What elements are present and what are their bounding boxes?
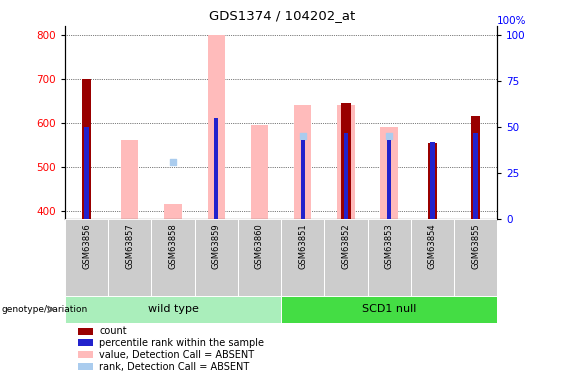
Text: GDS1374 / 104202_at: GDS1374 / 104202_at (210, 9, 355, 22)
Bar (164, 204, 182, 219)
Bar (430, 142, 434, 219)
Bar (473, 133, 478, 219)
Point (168, 159, 177, 165)
Bar (281, 296, 497, 322)
Text: wild type: wild type (147, 304, 198, 314)
Text: GSM63857: GSM63857 (125, 223, 134, 269)
Text: GSM63855: GSM63855 (471, 223, 480, 269)
Bar (82, 79, 92, 219)
Bar (344, 133, 348, 219)
Bar (251, 125, 268, 219)
Bar (301, 140, 305, 219)
Bar (79, 339, 93, 346)
Bar (151, 219, 194, 296)
Text: GSM63859: GSM63859 (212, 223, 221, 269)
Bar (341, 103, 351, 219)
Bar (79, 363, 93, 370)
Bar (337, 105, 355, 219)
Text: percentile rank within the sample: percentile rank within the sample (99, 338, 264, 348)
Point (298, 133, 307, 139)
Text: GSM63853: GSM63853 (385, 223, 394, 269)
Text: 100%: 100% (497, 16, 527, 26)
Bar (194, 219, 238, 296)
Bar (411, 219, 454, 296)
Bar (380, 127, 398, 219)
Bar (84, 128, 89, 219)
Bar (238, 219, 281, 296)
Bar (387, 140, 392, 219)
Text: count: count (99, 326, 127, 336)
Bar (214, 118, 219, 219)
Text: GSM63858: GSM63858 (168, 223, 177, 269)
Text: GSM63860: GSM63860 (255, 223, 264, 269)
Bar (65, 219, 108, 296)
Bar (207, 35, 225, 219)
Bar (428, 142, 437, 219)
Text: SCD1 null: SCD1 null (362, 304, 416, 314)
Bar (471, 116, 480, 219)
Text: GSM63851: GSM63851 (298, 223, 307, 269)
Bar (65, 296, 281, 322)
Bar (79, 328, 93, 334)
Bar (368, 219, 411, 296)
Text: GSM63854: GSM63854 (428, 223, 437, 269)
Text: genotype/variation: genotype/variation (1, 305, 88, 314)
Bar (294, 105, 311, 219)
Bar (79, 351, 93, 358)
Bar (324, 219, 368, 296)
Bar (108, 219, 151, 296)
Bar (121, 140, 138, 219)
Point (385, 133, 394, 139)
Bar (454, 219, 497, 296)
Text: GSM63856: GSM63856 (82, 223, 91, 269)
Text: GSM63852: GSM63852 (341, 223, 350, 269)
Text: rank, Detection Call = ABSENT: rank, Detection Call = ABSENT (99, 362, 250, 372)
Bar (281, 219, 324, 296)
Text: value, Detection Call = ABSENT: value, Detection Call = ABSENT (99, 350, 255, 360)
